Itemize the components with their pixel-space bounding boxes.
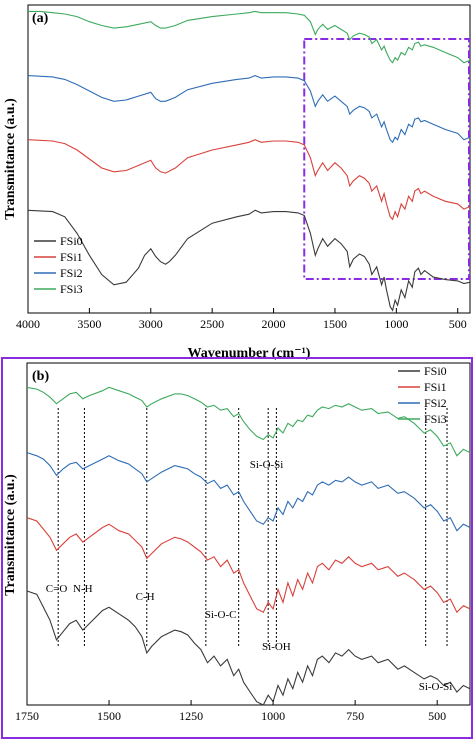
- x-tick-label: 1000: [384, 317, 408, 331]
- series-fsi0-line: [27, 209, 471, 312]
- series-fsi2-line: [26, 452, 471, 532]
- x-tick-label: 2000: [262, 317, 286, 331]
- panel-b: (b) 1750 1500 1250 1000 750 500 C=O N-H C-H Si-O…: [1, 357, 473, 739]
- series-fsi3-line: [28, 10, 471, 64]
- legend-label-fsi0: FSi0: [60, 234, 83, 248]
- annotation-si-o-c-3: Si-O-C: [205, 609, 237, 621]
- x-tick-label: 1500: [323, 317, 347, 331]
- panel-b-plot-area: [26, 362, 471, 706]
- legend-label-fsi2: FSi2: [424, 396, 447, 410]
- x-tick-label: 1500: [97, 709, 121, 723]
- annotation-n-h-1: N-H: [73, 583, 93, 595]
- x-tick-label: 4000: [16, 317, 40, 331]
- annotation-c-h-2: C-H: [136, 591, 155, 603]
- panel-b-frame: [1, 357, 473, 739]
- legend-label-fsi1: FSi1: [424, 380, 447, 394]
- panel-b-label: (b): [32, 369, 49, 384]
- highlight-box: [303, 38, 470, 280]
- series-fsi0-line: [26, 590, 471, 706]
- series-fsi1-line: [27, 139, 471, 221]
- annotation-si-oh-5: Si-OH: [262, 641, 291, 653]
- series-fsi3-line: [26, 386, 471, 457]
- x-tick-label: 1750: [15, 709, 39, 723]
- x-tick-label: 3500: [77, 317, 101, 331]
- legend-label-fsi3: FSi3: [424, 412, 447, 426]
- legend-label-fsi2: FSi2: [60, 266, 83, 280]
- panel-b-legend: FSi0 FSi1 FSi2 FSi3: [398, 364, 447, 426]
- x-tick-label: 1000: [261, 709, 285, 723]
- panel-a-frame: [27, 4, 471, 314]
- annotation-si-o-si-4: Si-O-Si: [250, 459, 284, 471]
- x-tick-label: 3000: [139, 317, 163, 331]
- panel-a: (a) 4000 3500 3000 2500 2000 1500 1000 500 FSi0…: [3, 4, 471, 361]
- x-tick-label: 750: [346, 709, 364, 723]
- x-tick-label: 2500: [200, 317, 224, 331]
- panel-a-ylabel: Transmittance (a.u.): [3, 98, 18, 220]
- panel-a-legend: FSi0 FSi1 FSi2 FSi3: [34, 234, 83, 296]
- panel-a-label: (a): [32, 11, 49, 26]
- x-tick-label: 500: [449, 317, 467, 331]
- legend-label-fsi3: FSi3: [60, 282, 83, 296]
- legend-label-fsi0: FSi0: [424, 364, 447, 378]
- x-tick-label: 500: [428, 709, 446, 723]
- panel-b-ylabel: Transmittance (a.u.): [3, 474, 18, 596]
- annotation-si-o-si-6: Si-O-Si: [419, 681, 453, 693]
- annotation-c-o-0: C=O: [46, 583, 68, 595]
- legend-label-fsi1: FSi1: [60, 250, 83, 264]
- x-tick-label: 1250: [179, 709, 203, 723]
- series-fsi2-line: [27, 75, 471, 144]
- series-fsi1-line: [26, 517, 471, 614]
